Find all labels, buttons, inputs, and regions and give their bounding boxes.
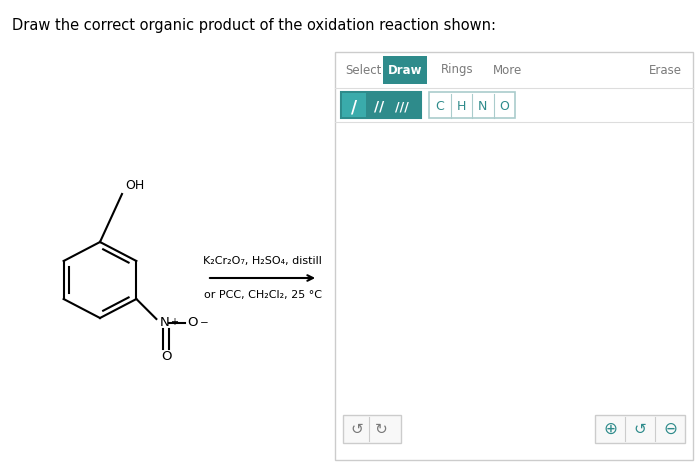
Text: ⊖: ⊖ bbox=[663, 420, 677, 438]
Text: C: C bbox=[435, 101, 444, 114]
Text: Draw the correct organic product of the oxidation reaction shown:: Draw the correct organic product of the … bbox=[12, 18, 496, 33]
Text: OH: OH bbox=[125, 179, 144, 192]
Bar bbox=[429, 92, 515, 118]
Text: Select: Select bbox=[345, 64, 382, 76]
Text: ↻: ↻ bbox=[374, 422, 387, 437]
Text: Rings: Rings bbox=[441, 64, 473, 76]
Text: −: − bbox=[200, 318, 209, 328]
Text: N: N bbox=[478, 101, 487, 114]
Text: Erase: Erase bbox=[648, 64, 682, 76]
Bar bbox=[341, 92, 421, 118]
Text: //: // bbox=[374, 100, 384, 114]
Bar bbox=[343, 415, 401, 443]
Text: O: O bbox=[499, 101, 509, 114]
Text: or PCC, CH₂Cl₂, 25 °C: or PCC, CH₂Cl₂, 25 °C bbox=[204, 290, 321, 300]
Text: O: O bbox=[187, 316, 197, 329]
Text: ↺: ↺ bbox=[351, 422, 363, 437]
Text: O: O bbox=[161, 350, 172, 363]
Bar bbox=[595, 415, 685, 443]
Text: More: More bbox=[492, 64, 522, 76]
Text: K₂Cr₂O₇, H₂SO₄, distill: K₂Cr₂O₇, H₂SO₄, distill bbox=[203, 256, 322, 266]
Text: ⊕: ⊕ bbox=[603, 420, 617, 438]
Text: ↺: ↺ bbox=[634, 422, 646, 437]
Text: N: N bbox=[160, 316, 169, 329]
Bar bbox=[342, 93, 366, 117]
Text: H: H bbox=[456, 101, 466, 114]
Text: ///: /// bbox=[395, 101, 409, 114]
Bar bbox=[335, 52, 693, 460]
Text: /: / bbox=[351, 98, 357, 116]
Text: +: + bbox=[170, 317, 178, 327]
Text: Draw: Draw bbox=[388, 64, 422, 76]
Bar bbox=[383, 56, 427, 84]
